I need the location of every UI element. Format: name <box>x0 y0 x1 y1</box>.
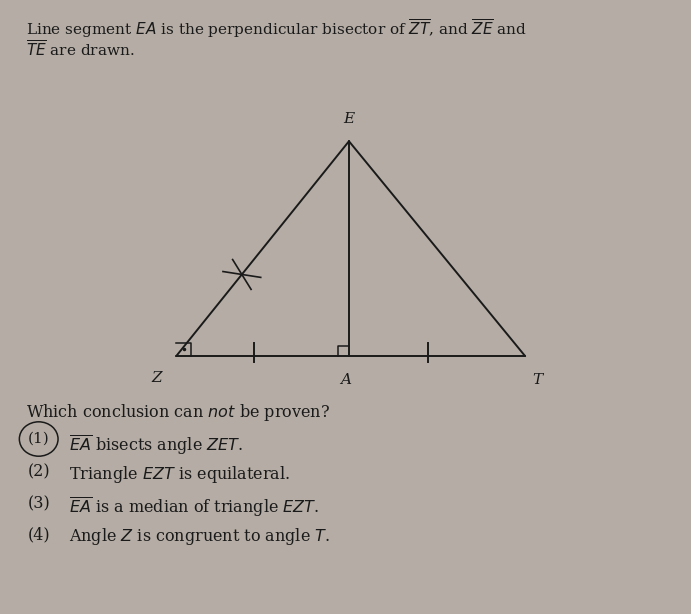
Text: E: E <box>343 112 354 126</box>
Text: Z: Z <box>152 371 162 386</box>
Text: Line segment $\mathit{EA}$ is the perpendicular bisector of $\overline{ZT}$, and: Line segment $\mathit{EA}$ is the perpen… <box>26 17 527 40</box>
Text: $\overline{EA}$ is a median of triangle $\mathit{EZT}$.: $\overline{EA}$ is a median of triangle … <box>69 495 319 519</box>
Text: A: A <box>340 373 351 387</box>
Text: Which conclusion can $\mathit{not}$ be proven?: Which conclusion can $\mathit{not}$ be p… <box>26 402 330 423</box>
Text: $\overline{EA}$ bisects angle $\mathit{ZET}$.: $\overline{EA}$ bisects angle $\mathit{Z… <box>69 433 243 457</box>
Text: (2): (2) <box>28 464 50 481</box>
Text: T: T <box>532 373 542 387</box>
Text: (3): (3) <box>28 495 50 513</box>
Text: Triangle $\mathit{EZT}$ is equilateral.: Triangle $\mathit{EZT}$ is equilateral. <box>69 464 290 484</box>
Text: (1): (1) <box>28 432 50 446</box>
Text: Angle $\mathit{Z}$ is congruent to angle $\mathit{T}$.: Angle $\mathit{Z}$ is congruent to angle… <box>69 526 330 547</box>
Text: $\overline{TE}$ are drawn.: $\overline{TE}$ are drawn. <box>26 40 135 60</box>
Text: (4): (4) <box>28 526 50 543</box>
